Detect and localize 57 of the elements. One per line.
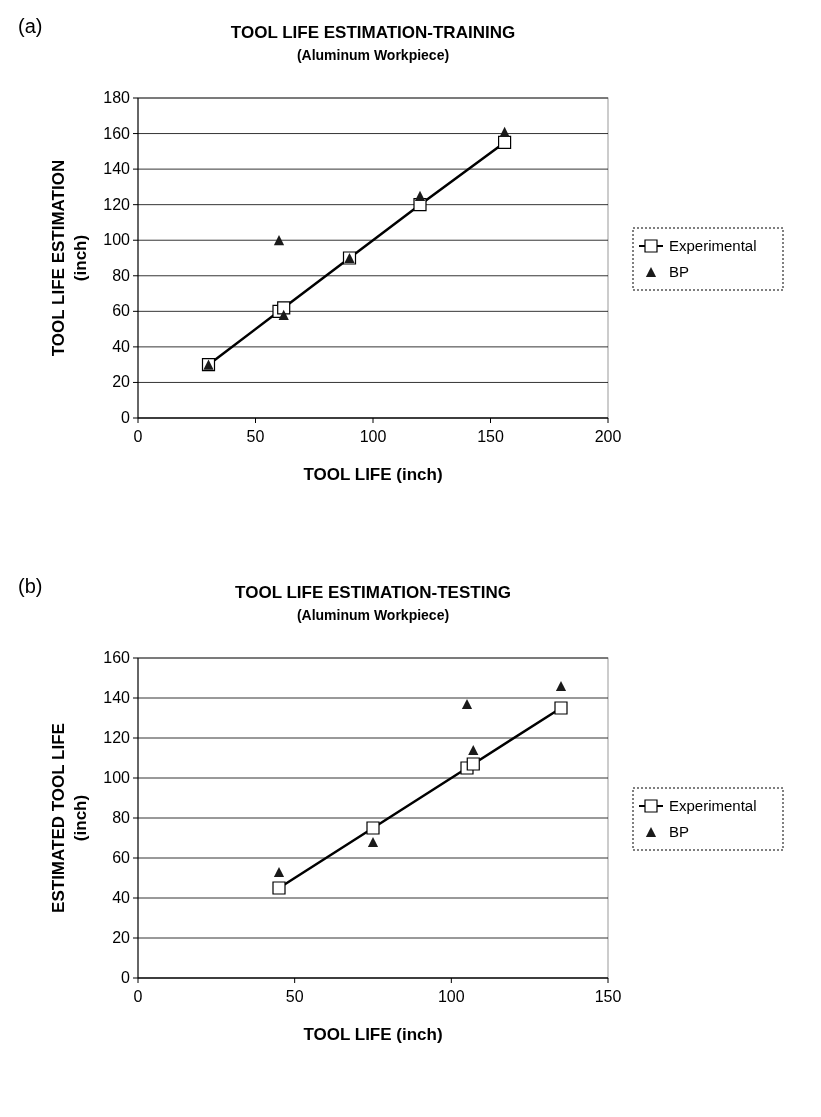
y-axis-title: ESTIMATED TOOL LIFE (inch) bbox=[49, 723, 90, 913]
x-tick-label: 100 bbox=[359, 428, 387, 445]
y-tick-label: 160 bbox=[103, 649, 131, 666]
point bbox=[555, 680, 567, 692]
x-tick-label: 150 bbox=[477, 428, 504, 445]
legend-label: BP bbox=[669, 823, 690, 840]
point bbox=[273, 235, 285, 246]
y-tick-label: 100 bbox=[103, 231, 131, 249]
x-axis-title: TOOL LIFE (inch) bbox=[303, 1025, 443, 1044]
y-tick-label: 120 bbox=[103, 195, 131, 213]
point bbox=[414, 190, 426, 201]
x-tick-label: 0 bbox=[133, 428, 143, 445]
text: (a) bbox=[18, 15, 43, 37]
x-tick-label: 0 bbox=[133, 988, 143, 1005]
y-tick-label: 40 bbox=[112, 337, 131, 355]
chart-subtitle: (Aluminum Workpiece) bbox=[296, 47, 450, 63]
x-tick-label: 150 bbox=[594, 988, 622, 1005]
point bbox=[273, 866, 285, 878]
y-tick-label: 160 bbox=[103, 124, 131, 142]
point bbox=[461, 698, 473, 710]
point bbox=[554, 701, 568, 715]
chart-title: TOOL LIFE ESTIMATION-TESTING bbox=[235, 583, 511, 602]
y-tick-label: 120 bbox=[103, 729, 131, 746]
y-tick-label: 180 bbox=[103, 89, 131, 106]
y-tick-label: 60 bbox=[112, 302, 131, 320]
legend-label: Experimental bbox=[669, 237, 757, 254]
y-tick-label: 40 bbox=[112, 889, 131, 906]
y-tick-label: 0 bbox=[121, 969, 131, 986]
x-tick-label: 50 bbox=[246, 428, 265, 445]
y-tick-label: 0 bbox=[121, 409, 131, 426]
x-axis-title: TOOL LIFE (inch) bbox=[303, 465, 443, 484]
legend-label: Experimental bbox=[669, 797, 757, 814]
point bbox=[366, 821, 380, 835]
x-tick-label: 100 bbox=[437, 988, 465, 1005]
text: (b) bbox=[18, 575, 43, 597]
point bbox=[498, 135, 512, 150]
x-tick-label: 50 bbox=[285, 988, 304, 1005]
y-tick-label: 80 bbox=[112, 266, 131, 284]
y-tick-label: 140 bbox=[103, 689, 131, 706]
chart-title: TOOL LIFE ESTIMATION-TRAINING bbox=[230, 23, 516, 42]
point bbox=[278, 309, 289, 320]
point bbox=[277, 301, 291, 315]
x-tick-label: 200 bbox=[594, 428, 622, 445]
point bbox=[499, 126, 510, 137]
y-tick-label: 20 bbox=[112, 929, 131, 946]
y-axis-title: TOOL LIFE ESTIMATION (inch) bbox=[49, 159, 90, 357]
y-tick-label: 20 bbox=[112, 373, 131, 391]
legend-label: BP bbox=[669, 263, 690, 280]
point bbox=[468, 744, 479, 756]
y-tick-label: 140 bbox=[103, 160, 131, 178]
y-tick-label: 100 bbox=[103, 769, 131, 786]
point bbox=[367, 836, 379, 848]
y-tick-label: 60 bbox=[112, 849, 131, 866]
point bbox=[272, 881, 286, 895]
y-tick-label: 80 bbox=[112, 809, 131, 826]
point bbox=[466, 757, 480, 771]
chart-subtitle: (Aluminum Workpiece) bbox=[296, 607, 450, 623]
